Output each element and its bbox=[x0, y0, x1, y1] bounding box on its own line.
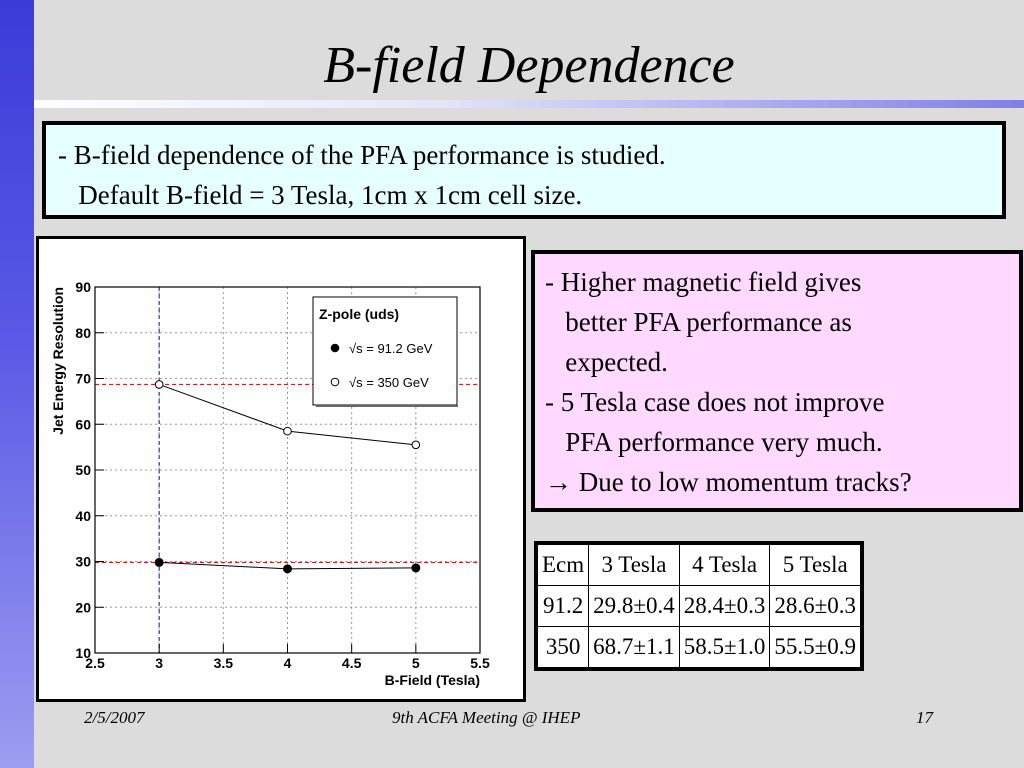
legend-marker bbox=[330, 377, 340, 387]
notes-text-box: - Higher magnetic field gives better PFA… bbox=[531, 250, 1023, 512]
x-tick-label: 4.5 bbox=[342, 655, 362, 671]
data-point-open bbox=[411, 440, 421, 450]
table-row: 350 68.7±1.1 58.5±1.0 55.5±0.9 bbox=[536, 626, 862, 668]
notes-line-4: - 5 Tesla case does not improve bbox=[545, 387, 885, 417]
notes-line-1: - Higher magnetic field gives bbox=[545, 267, 862, 297]
y-tick-label: 20 bbox=[75, 599, 91, 615]
table-cell: 68.7±1.1 bbox=[588, 626, 680, 668]
x-tick-label: 2.5 bbox=[85, 655, 105, 671]
legend-marker bbox=[330, 343, 340, 353]
notes-line-3: expected. bbox=[545, 347, 668, 377]
intro-text-box: - B-field dependence of the PFA performa… bbox=[42, 121, 1006, 219]
title-underline bbox=[34, 100, 1024, 108]
table-cell: 55.5±0.9 bbox=[769, 626, 862, 668]
table-cell: 28.6±0.3 bbox=[769, 585, 862, 627]
y-tick-label: 80 bbox=[75, 325, 91, 341]
notes-line-5: PFA performance very much. bbox=[545, 427, 883, 457]
table-cell: 58.5±1.0 bbox=[678, 626, 771, 668]
table-cell: 28.4±0.3 bbox=[678, 585, 771, 627]
y-tick-label: 90 bbox=[75, 279, 91, 295]
legend-title: Z-pole (uds) bbox=[319, 306, 399, 322]
footer-page-number: 17 bbox=[916, 708, 933, 727]
x-tick-label: 3.5 bbox=[214, 655, 234, 671]
x-tick-label: 4 bbox=[284, 655, 292, 671]
table-header-cell: Ecm bbox=[536, 544, 590, 586]
y-tick-label: 40 bbox=[75, 508, 91, 524]
y-axis-label: Jet Energy Resolution bbox=[50, 287, 66, 435]
y-tick-label: 10 bbox=[75, 645, 91, 661]
legend-entry: √s = 91.2 GeV bbox=[349, 341, 433, 356]
slide-title: B-field Dependence bbox=[323, 37, 735, 94]
results-table: Ecm 3 Tesla 4 Tesla 5 Tesla 91.2 29.8±0.… bbox=[533, 541, 865, 671]
intro-line-2: Default B-field = 3 Tesla, 1cm x 1cm cel… bbox=[58, 180, 583, 210]
table-header-cell: 5 Tesla bbox=[769, 544, 862, 586]
table-cell: 91.2 bbox=[536, 585, 590, 627]
data-point-filled bbox=[154, 557, 164, 567]
notes-line-2: better PFA performance as bbox=[545, 307, 852, 337]
x-axis-label: B-Field (Tesla) bbox=[385, 672, 480, 688]
data-point-open bbox=[154, 380, 164, 389]
b-field-chart: 2.5 3 3.5 4 4.5 5 5.5 10 20 30 40 50 60 70 80 90 B-Field… bbox=[50, 279, 490, 688]
x-tick-label: 3 bbox=[155, 655, 163, 671]
y-tick-label: 60 bbox=[75, 416, 91, 432]
data-point-filled bbox=[283, 564, 292, 574]
table-row: 91.2 29.8±0.4 28.4±0.3 28.6±0.3 bbox=[536, 585, 862, 627]
table-header-cell: 3 Tesla bbox=[588, 544, 680, 586]
table-header-cell: 4 Tesla bbox=[678, 544, 771, 586]
footer-event: 9th ACFA Meeting @ IHEP bbox=[392, 708, 581, 727]
x-tick-label: 5 bbox=[412, 655, 420, 671]
legend-entry: √s = 350 GeV bbox=[349, 375, 429, 390]
data-point-filled bbox=[411, 563, 421, 573]
intro-line-1: - B-field dependence of the PFA performa… bbox=[58, 140, 666, 170]
table-header-row: Ecm 3 Tesla 4 Tesla 5 Tesla bbox=[536, 544, 862, 586]
notes-line-6: → Due to low momentum tracks? bbox=[545, 467, 912, 497]
y-tick-label: 50 bbox=[75, 462, 91, 478]
y-tick-label: 70 bbox=[75, 371, 91, 387]
x-tick-label: 5.5 bbox=[470, 655, 490, 671]
footer-date: 2/5/2007 bbox=[84, 708, 145, 727]
table-cell: 29.8±0.4 bbox=[588, 585, 680, 627]
table-cell: 350 bbox=[536, 626, 590, 668]
side-accent-bar bbox=[0, 0, 34, 768]
plot-frame: 2.5 3 3.5 4 4.5 5 5.5 10 20 30 40 50 60 70 80 90 B-Field… bbox=[36, 236, 526, 702]
y-tick-label: 30 bbox=[75, 554, 91, 570]
data-point-open bbox=[283, 426, 292, 436]
